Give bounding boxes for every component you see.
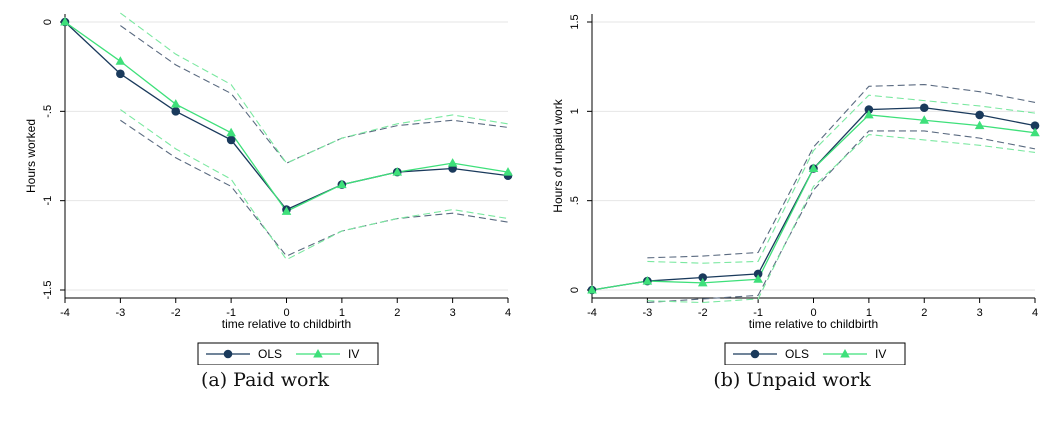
point-iv <box>919 115 930 124</box>
point-iv <box>60 17 70 26</box>
point-ols <box>698 273 708 282</box>
y-axis-title: Hours worked <box>24 119 38 193</box>
point-iv <box>226 127 236 137</box>
x-tick-label: 0 <box>283 307 289 319</box>
x-tick-label: -3 <box>115 307 125 319</box>
point-ols <box>116 69 125 79</box>
ci-upper-iv <box>120 12 509 164</box>
x-tick-label: 3 <box>450 307 456 319</box>
point-iv <box>115 56 126 65</box>
x-tick-label: 3 <box>977 307 983 319</box>
point-ols <box>1030 121 1040 130</box>
point-ols <box>919 103 929 113</box>
point-iv <box>281 206 292 215</box>
chart-unpaid-work: 0 .5 1 1.5 -4 -3 -2 -1 0 1 2 3 4 time relative to chi… <box>551 14 1040 365</box>
plot-area <box>592 14 1035 298</box>
legend-label-ols: OLS <box>785 347 809 361</box>
y-tick-label: .5 <box>569 196 581 205</box>
point-ols <box>753 269 763 279</box>
legend-box <box>724 342 906 365</box>
x-tick-label: 2 <box>921 307 927 319</box>
y-tick-label: -1 <box>42 196 54 206</box>
point-iv <box>447 158 458 167</box>
legend-marker-ols <box>750 349 760 359</box>
legend: OLS IV <box>724 342 906 365</box>
caption-unpaid-work: (b) Unpaid work <box>713 369 871 391</box>
point-iv <box>808 163 819 173</box>
x-tick-label: 2 <box>394 307 400 319</box>
y-axis-title: Hours of unpaid work <box>551 98 565 212</box>
ci-lower-ols <box>647 130 1036 304</box>
point-iv <box>642 276 653 285</box>
y-tick-label: 0 <box>569 287 581 293</box>
x-tick-label: 1 <box>866 307 872 319</box>
point-iv <box>697 277 708 287</box>
x-tick-label: -4 <box>60 307 70 319</box>
point-iv <box>170 99 181 108</box>
ci-lower-ols <box>120 119 509 257</box>
y-tick-label: -.5 <box>42 105 54 118</box>
point-iv <box>864 109 874 119</box>
x-tick-label: -1 <box>226 307 236 319</box>
legend-label-iv: IV <box>348 347 359 361</box>
point-iv <box>974 120 985 130</box>
x-tick-label: -2 <box>171 307 181 319</box>
x-tick-label: 0 <box>810 307 816 319</box>
point-iv <box>503 167 513 176</box>
point-ols <box>226 135 236 145</box>
legend-marker-iv <box>840 349 850 358</box>
legend: OLS IV <box>197 342 379 365</box>
panel-paid-work: 0 -.5 -1 -1.5 -4 -3 -2 -1 0 1 2 3 4 time relative to … <box>24 12 513 391</box>
legend-box <box>197 342 379 365</box>
x-tick-label: -3 <box>642 307 652 319</box>
x-axis-title: time relative to childbirth <box>222 317 351 331</box>
x-tick-label: 4 <box>1032 307 1038 319</box>
point-iv <box>1030 127 1040 137</box>
x-tick-label: 4 <box>505 307 511 319</box>
y-tick-label: 0 <box>42 19 54 25</box>
point-iv <box>753 274 763 283</box>
point-ols <box>864 105 874 114</box>
caption-paid-work: (a) Paid work <box>200 369 330 391</box>
panel-unpaid-work: 0 .5 1 1.5 -4 -3 -2 -1 0 1 2 3 4 time relative to chi… <box>527 0 1054 423</box>
x-tick-label: -4 <box>587 307 597 319</box>
ci-lower-iv <box>120 109 509 261</box>
x-tick-label: 1 <box>339 307 345 319</box>
y-tick-label: -1.5 <box>42 281 54 300</box>
legend-label-iv: IV <box>875 347 886 361</box>
point-iv <box>337 179 347 189</box>
point-ols <box>975 110 984 120</box>
legend-label-ols: OLS <box>258 347 282 361</box>
y-tick-label: 1.5 <box>569 14 581 29</box>
chart-paid-work: 0 -.5 -1 -1.5 -4 -3 -2 -1 0 1 2 3 4 time relative to … <box>24 12 513 365</box>
legend-marker-ols <box>223 349 233 359</box>
x-axis-title: time relative to childbirth <box>749 317 878 331</box>
point-iv <box>392 167 403 176</box>
ci-upper-ols <box>120 25 509 164</box>
plot-area <box>65 14 508 298</box>
point-iv <box>587 285 597 294</box>
y-tick-label: 1 <box>569 108 581 114</box>
legend-marker-iv <box>313 349 323 358</box>
x-tick-label: -2 <box>698 307 708 319</box>
point-ols <box>171 107 181 116</box>
x-tick-label: -1 <box>753 307 763 319</box>
